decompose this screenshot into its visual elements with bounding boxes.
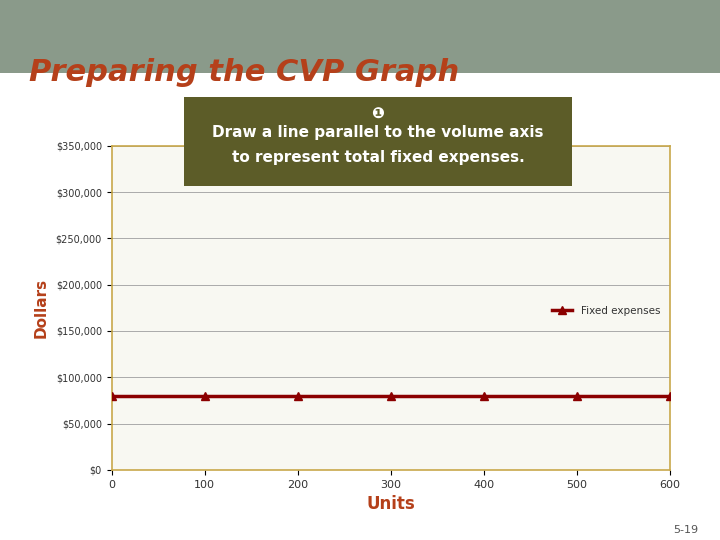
Fixed expenses (387, 393, 395, 399)
Legend: Fixed expenses: Fixed expenses (547, 302, 665, 320)
Fixed expenses (665, 393, 674, 399)
Text: 5-19: 5-19 (673, 524, 698, 535)
Line: Fixed expenses: Fixed expenses (107, 392, 674, 400)
Fixed expenses (480, 393, 488, 399)
X-axis label: Units: Units (366, 495, 415, 513)
Text: ❶: ❶ (372, 107, 384, 122)
Fixed expenses (107, 393, 116, 399)
Text: Draw a line parallel to the volume axis: Draw a line parallel to the volume axis (212, 125, 544, 140)
Fixed expenses (200, 393, 209, 399)
Fixed expenses (293, 393, 302, 399)
Y-axis label: Dollars: Dollars (34, 278, 49, 338)
Fixed expenses (572, 393, 581, 399)
Text: to represent total fixed expenses.: to represent total fixed expenses. (232, 150, 524, 165)
Text: Preparing the CVP Graph: Preparing the CVP Graph (29, 58, 459, 87)
